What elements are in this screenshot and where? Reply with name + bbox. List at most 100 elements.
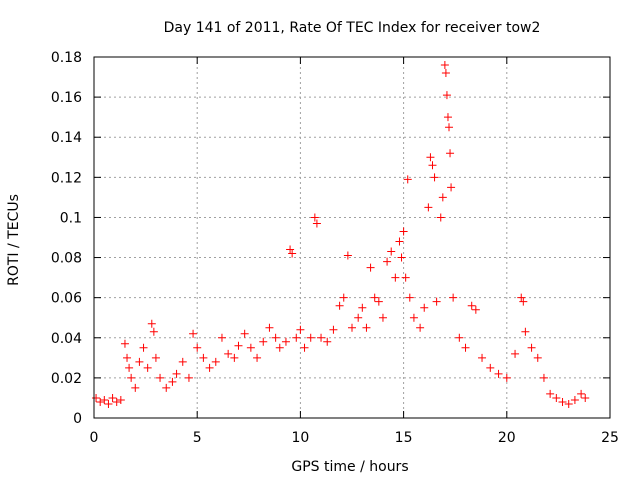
data-point <box>420 303 429 312</box>
data-point <box>442 91 451 100</box>
x-tick-label: 5 <box>193 430 202 446</box>
x-axis-label: GPS time / hours <box>291 459 408 475</box>
data-point <box>329 325 338 334</box>
data-point <box>147 319 156 328</box>
data-point <box>127 373 136 382</box>
data-point <box>455 333 464 342</box>
data-point <box>323 337 332 346</box>
data-point <box>546 389 555 398</box>
data-point <box>156 373 165 382</box>
data-points <box>92 61 590 408</box>
x-tick-label: 10 <box>291 430 309 446</box>
data-point <box>335 301 344 310</box>
data-point <box>286 245 295 254</box>
data-point <box>449 293 458 302</box>
data-point <box>521 327 530 336</box>
data-point <box>358 303 367 312</box>
y-tick-label: 0.04 <box>51 331 82 347</box>
y-tick-label: 0.1 <box>60 210 82 226</box>
data-point <box>125 363 134 372</box>
x-tick-label: 0 <box>90 430 99 446</box>
data-point <box>123 353 132 362</box>
data-point <box>312 219 321 228</box>
data-point <box>461 343 470 352</box>
data-point <box>533 353 542 362</box>
data-point <box>275 343 284 352</box>
data-point <box>445 123 454 132</box>
data-point <box>478 353 487 362</box>
data-point <box>189 329 198 338</box>
data-point <box>383 257 392 266</box>
data-point <box>446 149 455 158</box>
data-point <box>317 333 326 342</box>
data-point <box>288 249 297 258</box>
data-point <box>424 203 433 212</box>
x-tick-labels: 0 5 10 15 20 25 <box>90 430 619 446</box>
y-tick-label: 0 <box>73 411 82 427</box>
data-point <box>339 293 348 302</box>
data-point <box>486 363 495 372</box>
data-point <box>172 369 181 378</box>
data-point <box>428 161 437 170</box>
y-tick-label: 0.18 <box>51 50 82 66</box>
plot-frame <box>93 56 611 419</box>
data-point <box>502 373 511 382</box>
data-point <box>362 323 371 332</box>
data-point <box>391 273 400 282</box>
y-tick-label: 0.02 <box>51 371 82 387</box>
data-point <box>401 273 410 282</box>
data-point <box>168 377 177 386</box>
y-tick-label: 0.12 <box>51 170 82 186</box>
data-point <box>135 357 144 366</box>
data-point <box>112 397 121 406</box>
data-point <box>92 393 101 402</box>
data-point <box>300 343 309 352</box>
x-tick-label: 25 <box>601 430 619 446</box>
data-point <box>494 369 503 378</box>
data-point <box>259 337 268 346</box>
chart-title: Day 141 of 2011, Rate Of TEC Index for r… <box>164 20 541 36</box>
data-point <box>436 213 445 222</box>
data-point <box>253 353 262 362</box>
data-point <box>443 113 452 122</box>
data-point <box>246 343 255 352</box>
data-point <box>416 323 425 332</box>
data-point <box>467 301 476 310</box>
x-tick-label: 20 <box>498 430 516 446</box>
data-point <box>343 251 352 260</box>
data-point <box>104 399 113 408</box>
data-point <box>217 333 226 342</box>
data-point <box>471 305 480 314</box>
data-point <box>143 363 152 372</box>
data-point <box>193 343 202 352</box>
data-point <box>438 193 447 202</box>
x-tick-label: 15 <box>395 430 413 446</box>
data-point <box>370 293 379 302</box>
data-point <box>366 263 375 272</box>
y-tick-label: 0.14 <box>51 130 82 146</box>
data-point <box>558 397 567 406</box>
data-point <box>440 61 449 70</box>
data-point <box>234 341 243 350</box>
data-point <box>395 237 404 246</box>
data-point <box>151 353 160 362</box>
y-tick-label: 0.08 <box>51 251 82 267</box>
data-point <box>292 333 301 342</box>
data-point <box>552 393 561 402</box>
data-point <box>527 343 536 352</box>
y-axis-label: ROTI / TECUs <box>6 194 22 286</box>
data-point <box>240 329 249 338</box>
data-point <box>387 247 396 256</box>
data-point <box>539 373 548 382</box>
data-point <box>426 153 435 162</box>
data-point <box>178 357 187 366</box>
data-point <box>403 175 412 184</box>
data-point <box>281 337 290 346</box>
data-point <box>447 183 456 192</box>
data-point <box>399 227 408 236</box>
data-point <box>205 363 214 372</box>
data-point <box>271 333 280 342</box>
data-point <box>374 297 383 306</box>
y-tick-label: 0.16 <box>51 90 82 106</box>
